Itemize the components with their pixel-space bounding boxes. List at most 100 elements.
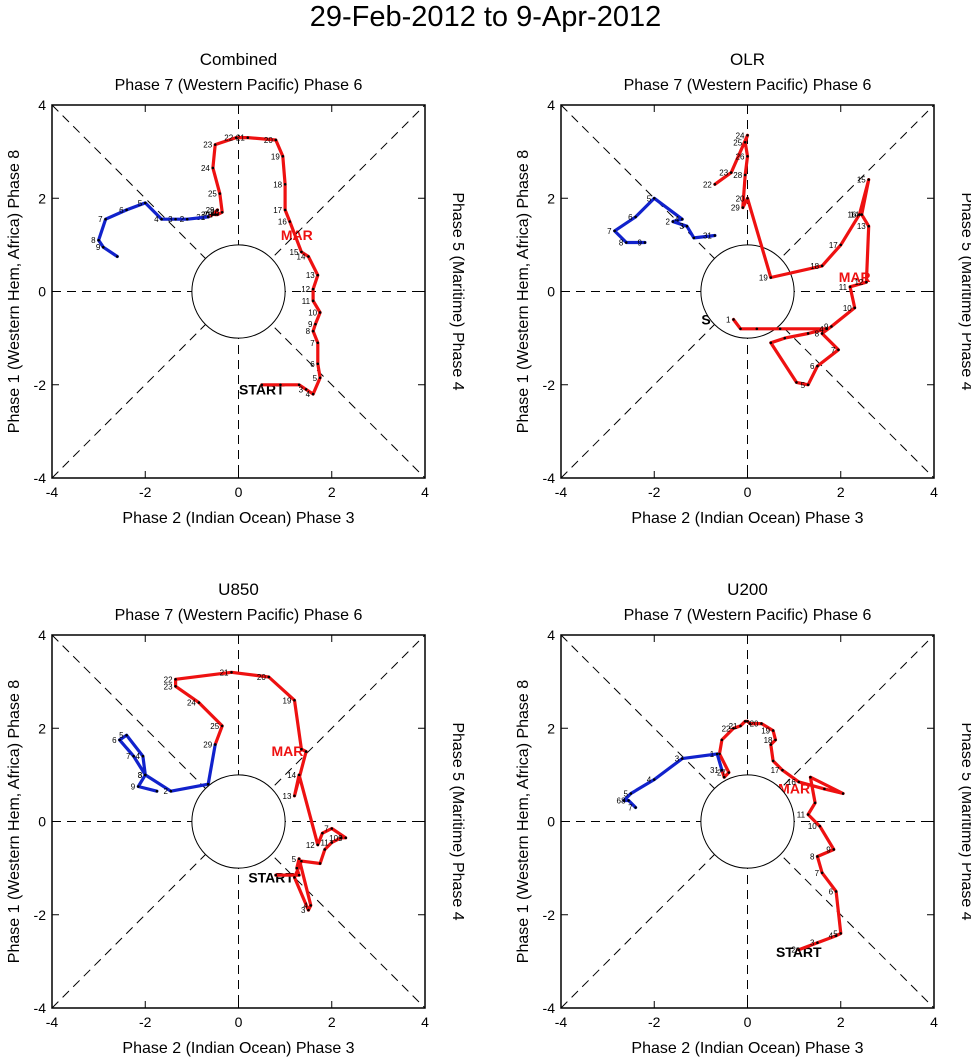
day-point	[318, 311, 322, 314]
day-point	[281, 154, 285, 158]
day-point	[344, 836, 348, 840]
day-point	[713, 234, 717, 237]
day-label: 20	[264, 136, 273, 145]
day-label: 22	[703, 180, 712, 189]
day-label: 26	[210, 208, 219, 217]
day-point	[771, 759, 775, 763]
start-label: START	[248, 869, 294, 885]
day-point	[613, 229, 616, 233]
day-point	[816, 855, 819, 858]
trajectory-mar	[174, 670, 348, 912]
day-point	[629, 792, 633, 795]
y-tick-label: 0	[547, 284, 555, 300]
day-label: 8	[815, 329, 820, 338]
day-point	[867, 224, 871, 228]
y-tick-label: 4	[547, 97, 555, 113]
panel-title: Combined	[200, 50, 278, 69]
day-point	[216, 208, 219, 212]
right-axis-label: Phase 5 (Maritime) Phase 4	[958, 192, 971, 390]
day-point	[339, 836, 343, 840]
day-label: 15	[857, 176, 866, 185]
day-point	[720, 768, 724, 772]
day-label: 22	[224, 134, 233, 143]
day-point	[155, 789, 159, 793]
day-point	[634, 215, 637, 219]
day-label: 18	[810, 262, 819, 271]
x-tick-label: 2	[837, 1014, 845, 1030]
day-point	[652, 778, 656, 781]
day-point	[643, 241, 647, 244]
day-label: 16	[278, 218, 287, 227]
x-tick-label: 4	[421, 484, 429, 500]
day-label: 1	[201, 213, 206, 222]
day-point	[746, 154, 749, 158]
day-point	[230, 671, 233, 674]
day-label: 27	[206, 211, 215, 220]
right-axis-label: Phase 5 (Maritime) Phase 4	[449, 192, 466, 390]
day-label: 16	[847, 211, 856, 220]
panel-combined: Combined Phase 7 (Western Pacific) Phase…	[6, 50, 466, 527]
day-label: 5	[313, 374, 318, 383]
day-label: 2	[163, 787, 168, 796]
day-point	[297, 773, 301, 777]
day-point	[867, 178, 871, 181]
day-point	[732, 318, 735, 321]
day-label: 5	[833, 929, 838, 938]
day-label: 6	[112, 736, 117, 745]
day-label: 29	[731, 204, 740, 213]
day-point	[160, 217, 163, 221]
day-label: 9	[824, 322, 829, 331]
y-tick-label: 2	[38, 720, 46, 736]
day-point	[832, 848, 836, 851]
day-point	[300, 859, 303, 863]
y-tick-label: 2	[547, 720, 555, 736]
day-label: 4	[819, 325, 824, 334]
day-point	[274, 873, 278, 877]
day-point	[311, 299, 315, 303]
day-point	[185, 217, 189, 221]
day-point	[293, 794, 296, 798]
y-tick-label: -4	[543, 1000, 556, 1016]
day-point	[778, 327, 782, 331]
bottom-axis-label: Phase 2 (Indian Ocean) Phase 3	[122, 1040, 354, 1057]
day-label: 8	[91, 236, 96, 245]
y-tick-label: 4	[38, 627, 46, 643]
day-point	[848, 285, 852, 289]
day-label: 3	[810, 939, 815, 948]
x-tick-label: -4	[46, 1014, 59, 1030]
panel-title: U200	[727, 580, 768, 599]
day-point	[755, 327, 759, 331]
day-point	[213, 143, 217, 146]
day-label: 5	[292, 855, 297, 864]
day-point	[823, 787, 826, 791]
y-tick-label: 0	[547, 814, 555, 830]
day-label: 19	[761, 727, 770, 736]
day-label: 13	[283, 792, 292, 801]
x-tick-label: 4	[930, 484, 938, 500]
day-label: 27	[717, 769, 726, 778]
day-point	[115, 255, 119, 258]
day-label: 25	[210, 722, 219, 731]
day-point	[311, 287, 315, 291]
day-point	[858, 213, 861, 216]
day-label: 24	[187, 699, 196, 708]
day-point	[206, 782, 210, 786]
day-point	[246, 136, 250, 139]
day-point	[816, 941, 819, 945]
day-point	[267, 675, 271, 679]
day-point	[806, 332, 810, 335]
day-point	[809, 775, 812, 779]
day-point	[297, 873, 301, 877]
day-label: 8	[810, 852, 815, 861]
day-label: 29	[203, 741, 212, 750]
day-label: 6	[810, 362, 815, 371]
panel-title: OLR	[730, 50, 765, 69]
y-tick-label: 2	[547, 190, 555, 206]
day-point	[318, 376, 322, 380]
day-label: 6	[829, 887, 834, 896]
day-point	[680, 217, 684, 221]
day-label: 7	[607, 227, 612, 236]
day-point	[197, 701, 201, 704]
day-point	[732, 726, 735, 730]
day-label: 2	[665, 218, 670, 227]
